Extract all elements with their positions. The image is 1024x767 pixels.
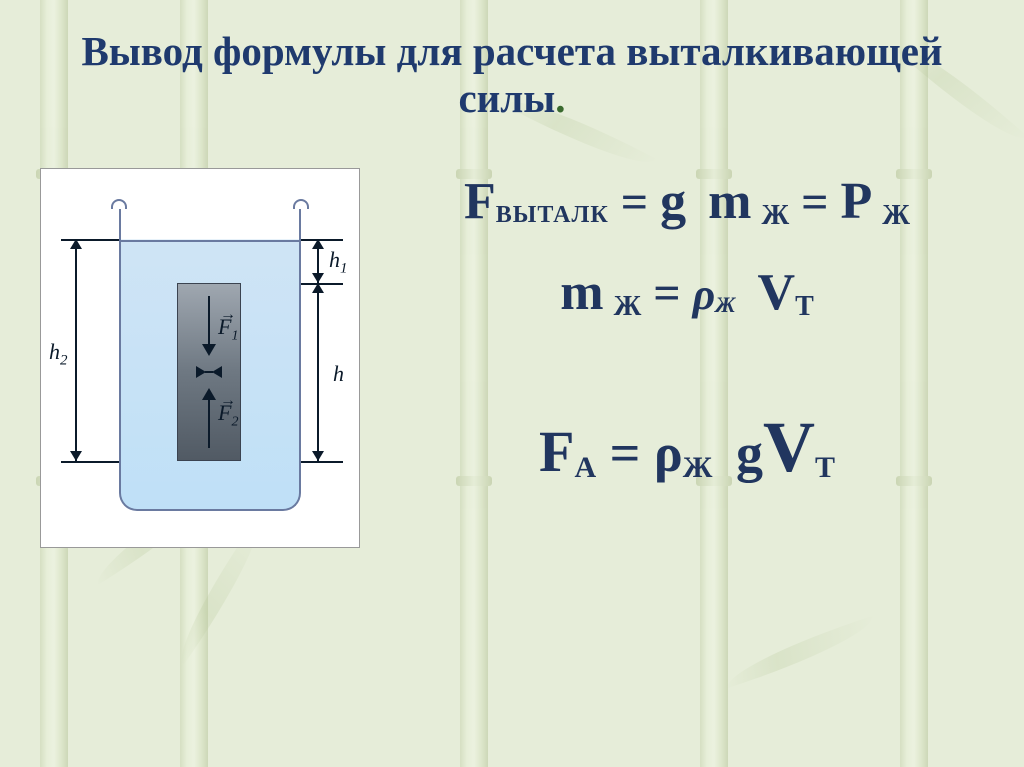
sub-zh: Ж <box>614 291 642 322</box>
sym-eq: = <box>621 176 660 229</box>
dim-h-line <box>317 283 319 461</box>
sub-zh: Ж <box>683 451 713 484</box>
sym-V: V <box>763 407 815 487</box>
formula-line-2: mЖ = ρЖ VТ <box>390 247 984 338</box>
content-row: h2 h1 h <box>40 150 984 548</box>
sub-zh: Ж <box>882 200 910 231</box>
label-h: h <box>333 361 344 387</box>
ext-line <box>61 461 119 463</box>
beaker-lip <box>111 199 127 209</box>
title-text: Вывод формулы для расчета выталкивающей … <box>81 28 942 121</box>
beaker-lip <box>293 199 309 209</box>
dim-arrow-icon <box>312 283 324 293</box>
dim-arrow-icon <box>312 451 324 461</box>
sym-eq: = <box>653 267 692 320</box>
force-f2-arrow <box>202 388 216 448</box>
sub-a: A <box>574 451 596 484</box>
slide-content: Вывод формулы для расчета выталкивающей … <box>0 0 1024 767</box>
sym-rho: ρ <box>693 270 716 319</box>
sym-P: P <box>841 173 873 230</box>
water-surface <box>121 240 299 242</box>
label-f1: →F1 <box>218 314 238 344</box>
slide-title: Вывод формулы для расчета выталкивающей … <box>40 28 984 122</box>
beaker: →F1 →F2 <box>119 203 301 511</box>
sub-zh: Ж <box>761 200 789 231</box>
dim-arrow-icon <box>70 451 82 461</box>
sym-V: V <box>758 264 796 321</box>
sym-eq: = <box>610 423 654 483</box>
dim-arrow-icon <box>70 239 82 249</box>
dim-h2-line <box>75 239 77 461</box>
sub-vytalk: ВЫТАЛК <box>496 202 609 228</box>
force-f1-arrow <box>202 296 216 356</box>
sym-F: F <box>539 419 574 484</box>
sub-t: Т <box>815 451 835 484</box>
formula-line-3: FA = ρЖ gVТ <box>390 384 984 510</box>
sym-m: m <box>560 264 603 321</box>
sym-g: g <box>660 173 686 230</box>
sub-t: Т <box>795 291 814 322</box>
formula-line-1: FВЫТАЛК = g mЖ = PЖ <box>390 156 984 247</box>
submerged-block: →F1 →F2 <box>177 283 241 461</box>
beaker-figure: h2 h1 h <box>40 168 360 548</box>
label-f2: →F2 <box>218 400 238 430</box>
sym-eq: = <box>801 176 840 229</box>
ext-line <box>299 461 343 463</box>
label-h1: h1 <box>329 247 348 277</box>
sym-F: F <box>464 173 496 230</box>
center-cross <box>196 366 222 378</box>
sym-g: g <box>736 423 763 483</box>
sym-rho: ρ <box>654 423 683 483</box>
dim-arrow-icon <box>312 273 324 283</box>
formula-block: FВЫТАЛК = g mЖ = PЖ mЖ = ρЖ VТ FA = ρЖ g… <box>390 150 984 510</box>
dim-arrow-icon <box>312 239 324 249</box>
sub-zh: Ж <box>715 292 735 317</box>
label-h2: h2 <box>49 339 68 369</box>
sym-m: m <box>708 173 751 230</box>
title-dot: . <box>555 75 565 121</box>
